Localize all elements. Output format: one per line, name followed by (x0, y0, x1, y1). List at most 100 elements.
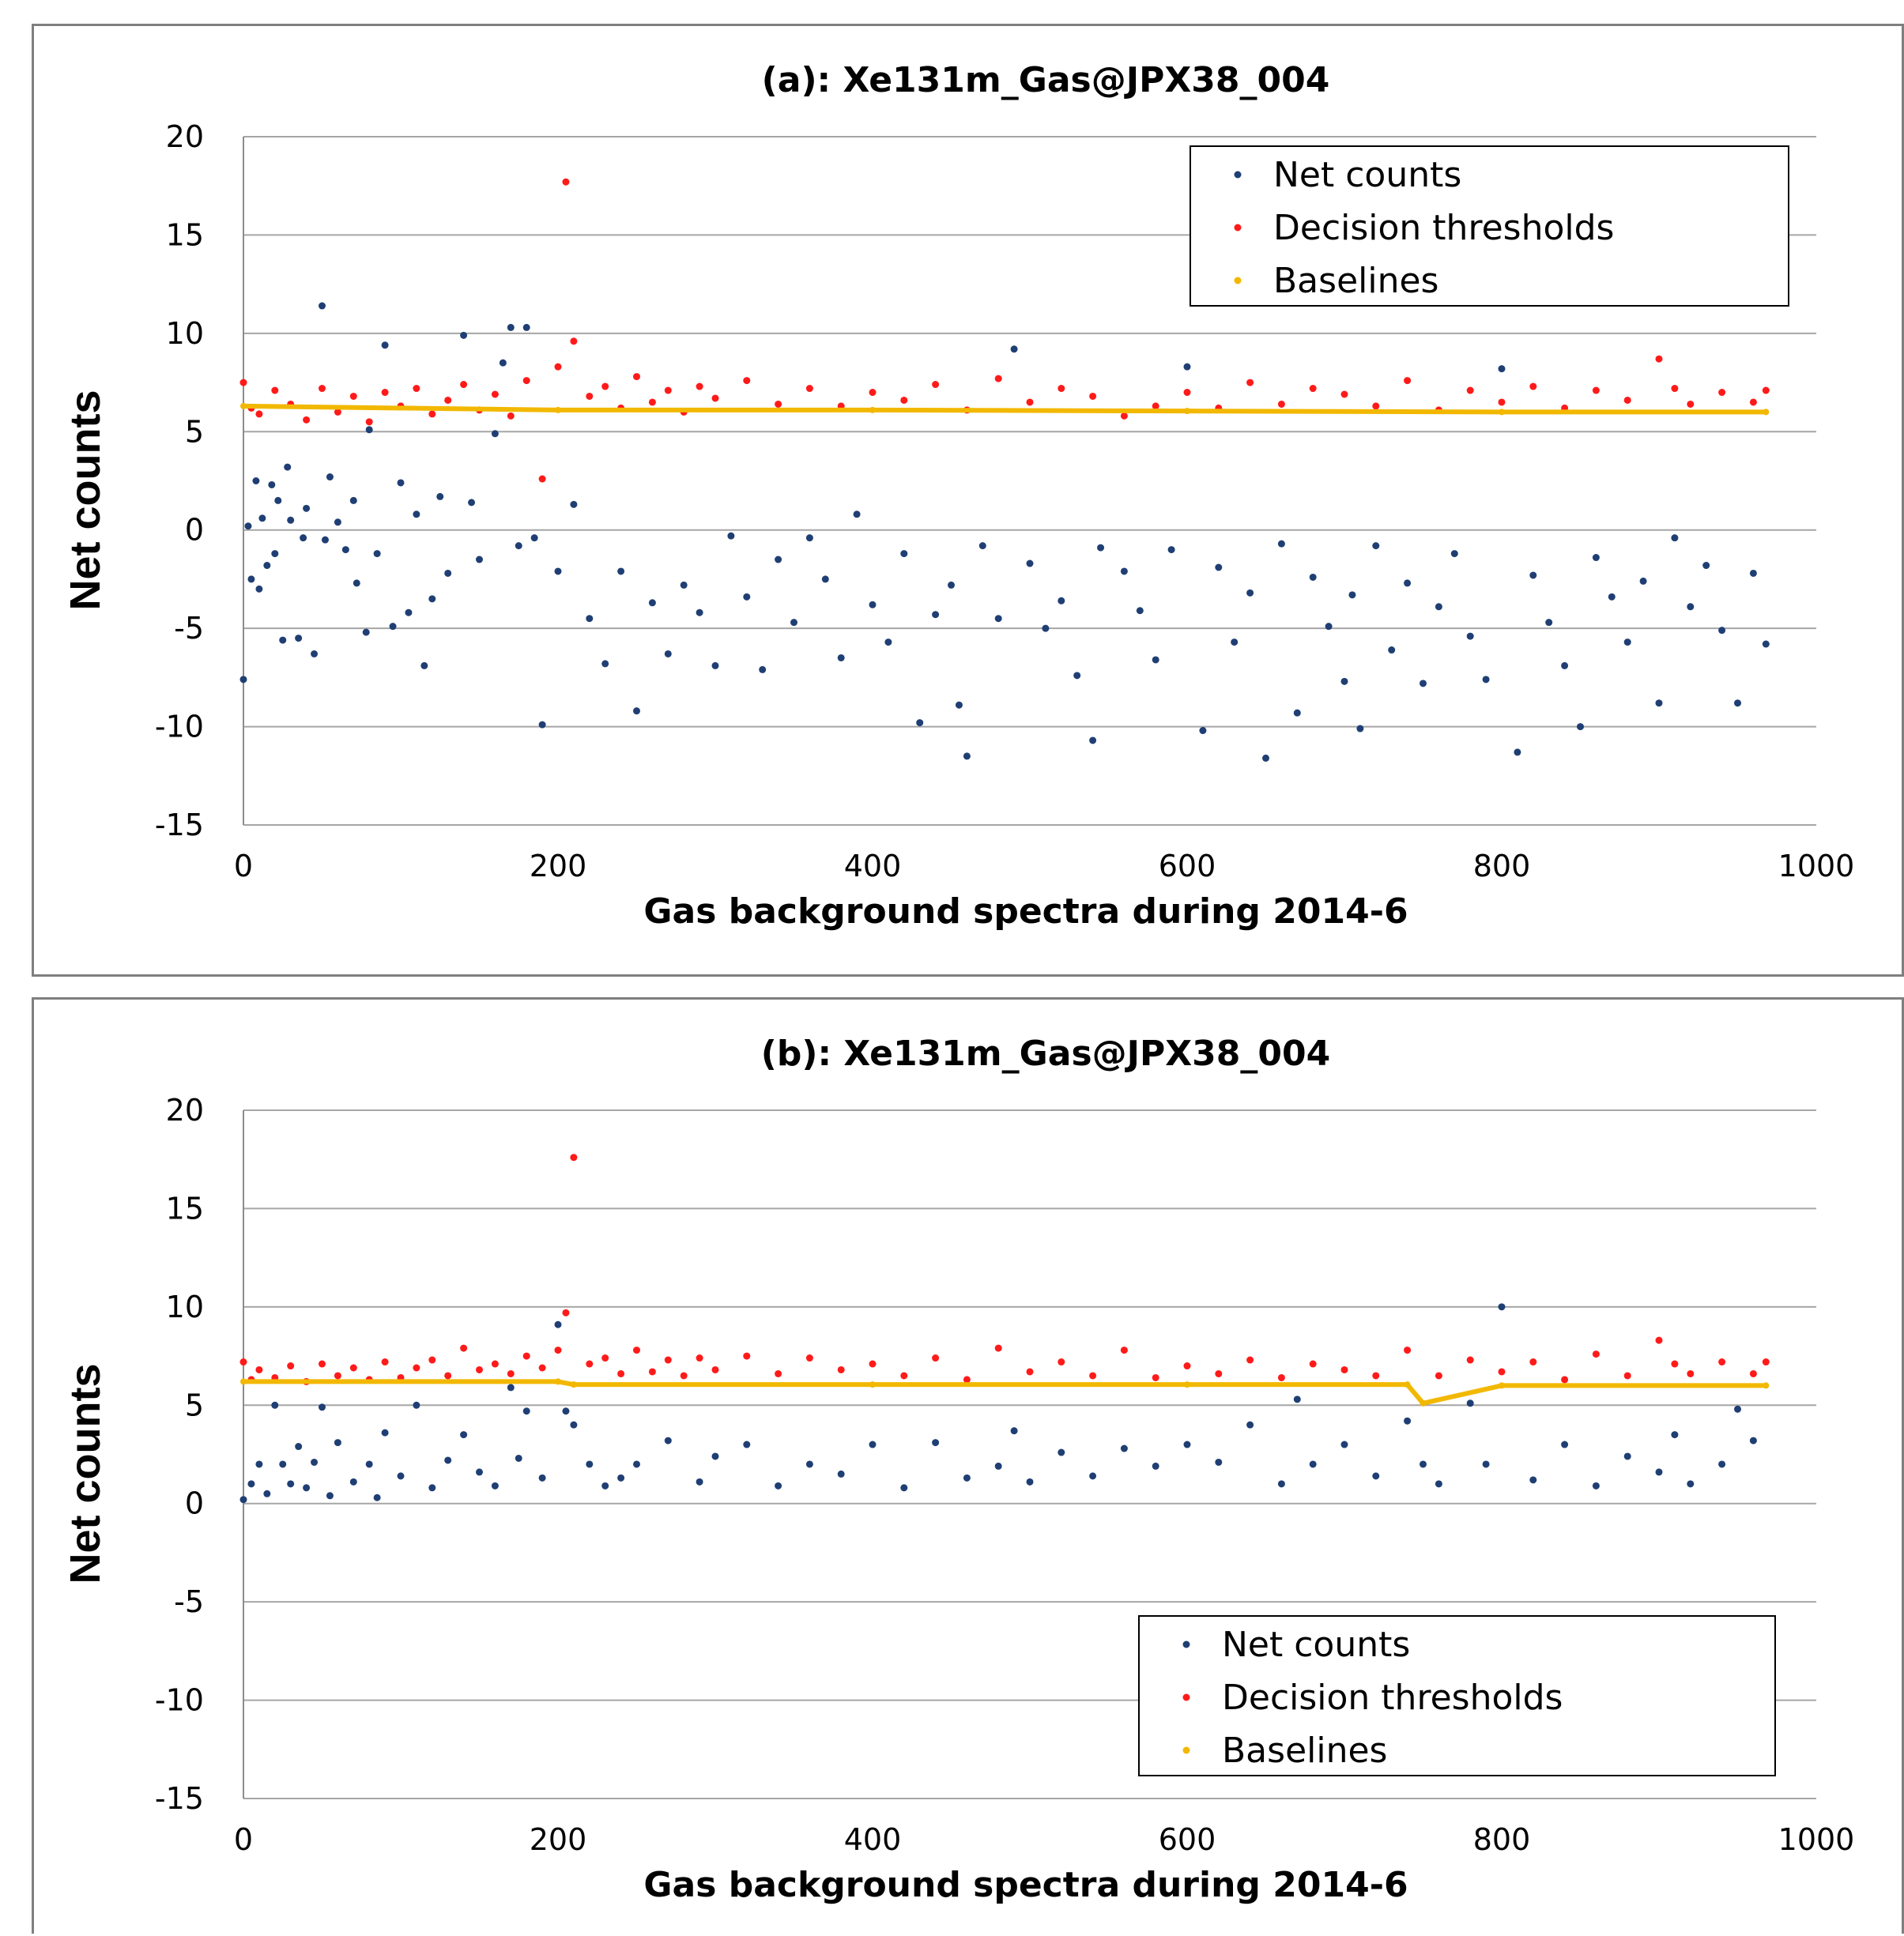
chart-a-net-count-point (255, 585, 263, 593)
chart-a-net-count-point (1089, 736, 1097, 744)
chart-panel-a: (a): Xe131m_Gas@JPX38_004 Gas background… (32, 24, 1904, 977)
chart-b-net-count-point (633, 1460, 640, 1468)
chart-a-threshold-point (1404, 377, 1412, 385)
chart-a-threshold-point (1026, 398, 1034, 406)
chart-a-threshold-point (601, 382, 609, 390)
chart-a-net-count-point (955, 701, 963, 709)
chart-a-net-count-point (1608, 593, 1616, 601)
chart-a-net-count-point (397, 479, 405, 487)
chart-b-net-count-point (271, 1401, 279, 1409)
chart-a-net-count-point (664, 650, 672, 657)
chart-b-net-count-point (1309, 1460, 1317, 1468)
chart-b-threshold-point (837, 1365, 845, 1373)
chart-a-baseline-point (1763, 409, 1770, 416)
chart-b-net-count-point (1372, 1472, 1380, 1480)
chart-a-threshold-point (805, 385, 813, 393)
chart-a-net-count-point (727, 532, 735, 540)
chart-b-threshold-point (775, 1369, 782, 1377)
chart-a-threshold-point (1309, 385, 1317, 393)
chart-b-net-count-point (538, 1474, 546, 1482)
chart-a-net-count-point (1167, 546, 1175, 554)
chart-a-net-count-point (491, 430, 499, 438)
chart-b-net-count-point (255, 1460, 263, 1468)
chart-a-legend: Net counts Decision thresholds Baselines (1190, 145, 1789, 307)
chart-a-threshold-point (444, 396, 452, 404)
chart-a-net-count-point (1042, 624, 1050, 632)
chart-b-threshold-point (287, 1362, 295, 1370)
chart-a-threshold-point (1120, 412, 1128, 420)
chart-a-xtick-label: 1000 (1778, 849, 1855, 883)
chart-b-threshold-point (538, 1364, 546, 1372)
chart-a-net-count-point (1388, 646, 1396, 654)
chart-a-threshold-point (562, 178, 570, 186)
chart-a-net-count-point (1293, 709, 1301, 717)
chart-a-baseline-point (869, 406, 876, 413)
chart-b-net-count-point (994, 1462, 1002, 1470)
chart-a-net-count-point (295, 635, 303, 642)
chart-b-net-count-point (515, 1454, 522, 1462)
chart-a-ytick-label: 5 (185, 414, 204, 449)
chart-a-net-count-point (530, 534, 538, 542)
chart-a-threshold-point (1498, 398, 1506, 406)
chart-a-threshold-point (1718, 389, 1726, 397)
chart-b-net-count-point (381, 1429, 389, 1437)
chart-a-legend-box (1190, 145, 1789, 307)
chart-a-net-count-point (373, 550, 381, 558)
chart-a-threshold-point (538, 475, 546, 483)
chart-a-legend-label: Net counts (1273, 155, 1461, 195)
chart-a-net-count-point (1734, 699, 1741, 707)
chart-b-threshold-point (319, 1360, 326, 1368)
chart-a-net-count-point (436, 492, 444, 500)
chart-b-ytick-label: 0 (185, 1486, 204, 1521)
chart-b-baseline-segment (1405, 1383, 1425, 1405)
chart-b-threshold-point (413, 1364, 420, 1372)
chart-a-net-count-point (601, 660, 609, 668)
chart-a-net-count-point (963, 752, 971, 760)
chart-b-net-count-point (1529, 1476, 1537, 1484)
chart-b-title: (b): Xe131m_Gas@JPX38_004 (761, 1034, 1331, 1074)
chart-b-net-count-point (554, 1320, 562, 1328)
chart-b-threshold-point (562, 1309, 570, 1316)
chart-a-threshold-point (1762, 386, 1770, 394)
chart-b-net-count-point (522, 1407, 530, 1415)
chart-a-net-count-point (300, 534, 307, 542)
chart-a-legend-marker (1234, 277, 1242, 284)
chart-b-net-count-point (373, 1493, 381, 1501)
chart-a-baseline-point (1499, 409, 1505, 416)
chart-a-net-count-point (334, 518, 341, 526)
chart-a-net-count-point (1262, 754, 1269, 762)
chart-b-net-count-point (303, 1484, 311, 1492)
chart-b-threshold-point (460, 1344, 468, 1352)
chart-b-threshold-point (1340, 1365, 1348, 1373)
chart-b-ytick-label: 15 (166, 1191, 204, 1226)
chart-b-baseline-point (570, 1381, 577, 1388)
chart-a-net-count-point (1097, 544, 1105, 552)
chart-b-threshold-point (711, 1365, 719, 1373)
chart-a-net-count-point (268, 480, 276, 488)
chart-b-xtick-label: 800 (1473, 1822, 1531, 1857)
chart-b-net-count-point (696, 1478, 703, 1486)
chart-b-net-count-point (1404, 1417, 1412, 1425)
chart-a-ylabel: Net counts (62, 390, 109, 610)
chart-a-baseline-point (1184, 408, 1190, 415)
chart-b-net-count-point (1340, 1441, 1348, 1448)
chart-a-threshold-point (664, 386, 672, 394)
chart-b-threshold-point (696, 1354, 703, 1362)
chart-b-net-count-point (444, 1456, 452, 1464)
chart-b-threshold-point (1058, 1358, 1065, 1366)
chart-b-net-count-point (562, 1407, 570, 1415)
chart-b-net-count-point (805, 1460, 813, 1468)
chart-a-net-count-point (1561, 661, 1569, 669)
chart-b-net-count-point (1010, 1427, 1018, 1435)
chart-a-net-count-point (1340, 677, 1348, 685)
chart-b-net-count-point (1734, 1405, 1741, 1413)
chart-a-threshold-point (1655, 355, 1663, 363)
chart-a-net-count-point (648, 599, 656, 607)
chart-a-threshold-point (303, 416, 311, 424)
chart-a-net-count-point (460, 331, 468, 339)
chart-b-net-count-point (349, 1478, 357, 1486)
chart-b-net-count-point (1561, 1441, 1569, 1448)
chart-a-net-count-point (554, 567, 562, 575)
chart-a-legend-marker (1234, 171, 1242, 179)
chart-a-net-count-point (759, 665, 767, 673)
